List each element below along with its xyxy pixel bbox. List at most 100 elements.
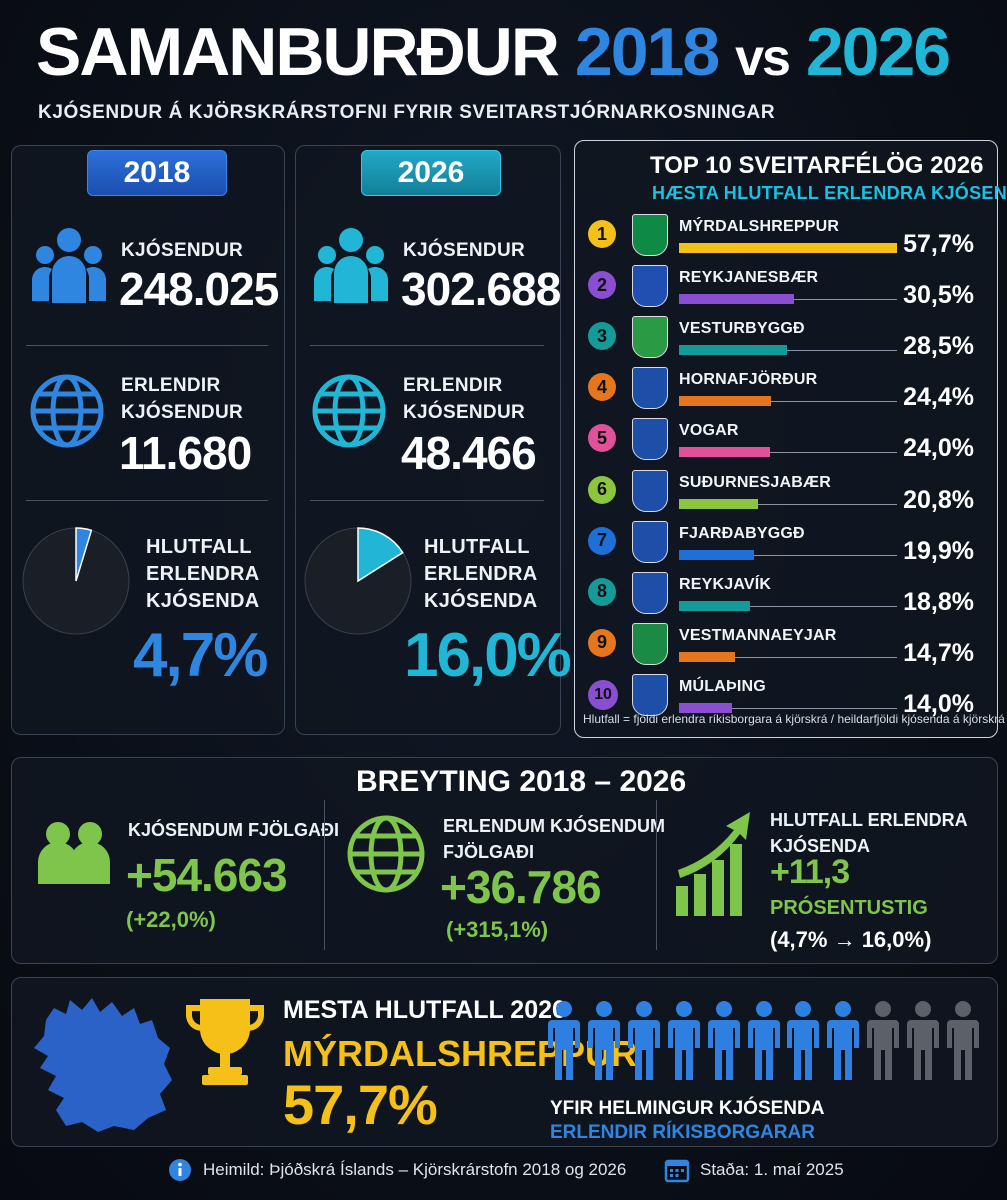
divider	[310, 500, 544, 501]
globe-icon	[347, 815, 425, 893]
rank-badge: 2	[588, 271, 616, 300]
bar-track	[679, 656, 897, 658]
change-title: BREYTING 2018 – 2026	[356, 765, 687, 798]
person-icon	[707, 1001, 740, 1080]
title-prefix: SAMANBURÐUR	[36, 14, 560, 90]
voters-label-2018: KJÓSENDUR	[121, 240, 243, 261]
foreign-label-2018: ERLENDIR KJÓSENDUR	[121, 372, 243, 426]
highlight-name: MÝRDALSHREPPUR	[283, 1033, 638, 1074]
coat-of-arms-icon	[632, 265, 668, 308]
pie-chart-2026	[304, 527, 412, 635]
title-year-b: 2026	[805, 14, 951, 90]
ratio-label-line1: HLUTFALL	[146, 536, 252, 558]
info-icon	[169, 1159, 191, 1181]
title-vs: vs	[735, 29, 791, 87]
municipality-name: MÝRDALSHREPPUR	[679, 218, 840, 235]
page-subtitle: KJÓSENDUR Á KJÖRSKRÁRSTOFNI FYRIR SVEITA…	[38, 102, 776, 123]
bar	[679, 651, 735, 662]
municipality-value: 28,5%	[903, 332, 974, 361]
change-ratio-label: HLUTFALL ERLENDRA KJÓSENDA	[770, 807, 968, 859]
pie-chart-2018	[22, 527, 130, 635]
rank-badge: 4	[588, 373, 616, 402]
globe-icon	[312, 374, 386, 448]
municipality-name: REYKJANESBÆR	[679, 269, 819, 287]
municipality-name: VESTURBYGGÐ	[679, 320, 805, 338]
rank-badge: 7	[588, 526, 616, 555]
change-ratio-label-line1: HLUTFALL ERLENDRA	[770, 810, 968, 830]
municipality-name: FJARÐABYGGÐ	[679, 524, 805, 542]
globe-icon	[30, 374, 104, 448]
change-ratio-range: (4,7% → 16,0%)	[770, 927, 932, 952]
person-icon	[587, 1001, 620, 1080]
page-title: SAMANBURÐUR 2018 vs 2026	[36, 14, 951, 96]
people-icon	[314, 228, 388, 303]
rank-badge: 8	[588, 577, 616, 606]
ratio-label-2026: HLUTFALL ERLENDRA KJÓSENDA	[424, 534, 538, 615]
municipality-value: 30,5%	[903, 281, 974, 310]
person-icon	[548, 1001, 580, 1080]
rank-badge: 9	[588, 628, 616, 657]
bar	[679, 345, 787, 356]
highlight-pct: 57,7%	[283, 1073, 438, 1136]
trophy-icon	[186, 999, 264, 1085]
iceland-map-icon	[34, 998, 172, 1132]
footer-status: Staða: 1. maí 2025	[700, 1160, 844, 1179]
panel-change	[11, 757, 998, 964]
coat-of-arms-icon	[632, 520, 668, 563]
change-foreign-label: ERLENDUM KJÓSENDUM FJÖLGAÐI	[443, 813, 665, 865]
ratio-value-2018: 4,7%	[133, 621, 268, 690]
foreign-label-2026: ERLENDIR KJÓSENDUR	[403, 372, 525, 426]
ratio-label-line3: KJÓSENDA	[146, 590, 260, 612]
ratio-value-2026: 16,0%	[404, 621, 572, 690]
person-icon	[747, 1001, 780, 1080]
bar-track	[679, 401, 897, 403]
top10-footnote: Hlutfall = fjöldi erlendra ríkisborgara …	[583, 712, 1005, 726]
bar-track	[679, 350, 897, 352]
coat-of-arms-icon	[632, 316, 668, 359]
bar-track	[679, 452, 897, 454]
municipality-value: 24,4%	[903, 383, 974, 412]
title-year-a: 2018	[574, 14, 720, 90]
people-icon	[38, 822, 110, 884]
ratio-label-2018: HLUTFALL ERLENDRA KJÓSENDA	[146, 534, 260, 615]
growth-chart-icon	[676, 812, 750, 916]
rank-badge: 1	[588, 220, 616, 248]
person-icon	[627, 1001, 660, 1080]
change-foreign-label-line2: FJÖLGAÐI	[443, 842, 535, 862]
footer-source: Heimild: Þjóðskrá Íslands – Kjörskrársto…	[203, 1160, 627, 1179]
change-voters-delta: +54.663	[126, 849, 288, 901]
change-foreign-pct: (+315,1%)	[446, 917, 549, 942]
people-icon	[32, 228, 106, 303]
bar	[679, 294, 795, 305]
year-badge-2018: 2018	[87, 150, 227, 196]
ratio-label-line1: HLUTFALL	[424, 536, 530, 558]
bar	[679, 447, 770, 458]
ratio-label-line2: ERLENDRA	[424, 563, 538, 585]
ratio-label-line2: ERLENDRA	[146, 563, 260, 585]
municipality-value: 19,9%	[903, 536, 974, 565]
year-badge-2026: 2026	[361, 150, 501, 196]
municipality-name: MÚLAÞING	[679, 677, 766, 695]
rank-badge: 10	[588, 679, 618, 710]
ratio-label-line3: KJÓSENDA	[424, 590, 538, 612]
change-foreign-delta: +36.786	[440, 861, 602, 913]
person-icon	[947, 1001, 979, 1080]
change-ratio-delta: +11,3	[770, 853, 850, 891]
coat-of-arms-icon	[632, 367, 668, 410]
bar	[679, 498, 758, 509]
bar-track	[679, 707, 897, 709]
rank-badge: 3	[588, 322, 616, 351]
change-ratio-unit: PRÓSENTUSTIG	[770, 897, 928, 919]
foreign-value-2026: 48.466	[401, 427, 537, 479]
person-icon	[787, 1001, 820, 1080]
municipality-name: VOGAR	[679, 422, 739, 440]
bar	[679, 600, 751, 611]
bar	[679, 549, 755, 560]
foreign-label-line1: ERLENDIR	[403, 375, 503, 396]
change-voters-label: KJÓSENDUM FJÖLGAÐI	[128, 820, 340, 840]
highlight-caption-2: ERLENDIR RÍKISBORGARAR	[550, 1122, 815, 1143]
bar-track	[679, 554, 897, 556]
divider	[26, 500, 268, 501]
highlight-caption-1: YFIR HELMINGUR KJÓSENDA	[550, 1098, 825, 1119]
bar	[679, 702, 732, 713]
